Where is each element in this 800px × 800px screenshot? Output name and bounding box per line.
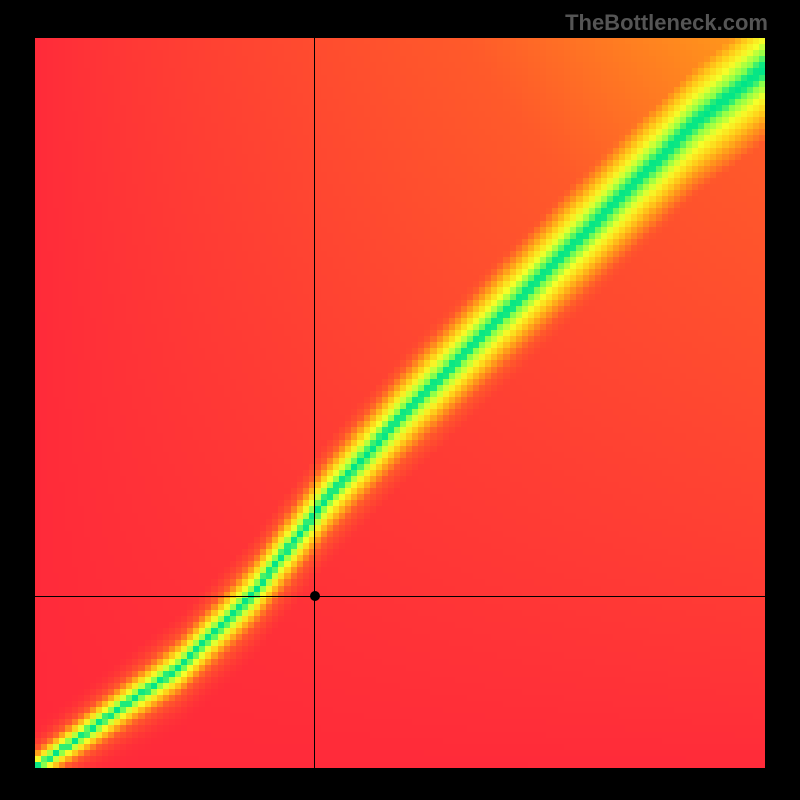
heatmap-canvas (35, 38, 765, 768)
crosshair-horizontal (35, 596, 765, 597)
watermark-text: TheBottleneck.com (565, 10, 768, 36)
crosshair-vertical (314, 38, 315, 768)
chart-container: TheBottleneck.com (0, 0, 800, 800)
marker-point (310, 591, 320, 601)
heatmap-plot (35, 38, 765, 768)
